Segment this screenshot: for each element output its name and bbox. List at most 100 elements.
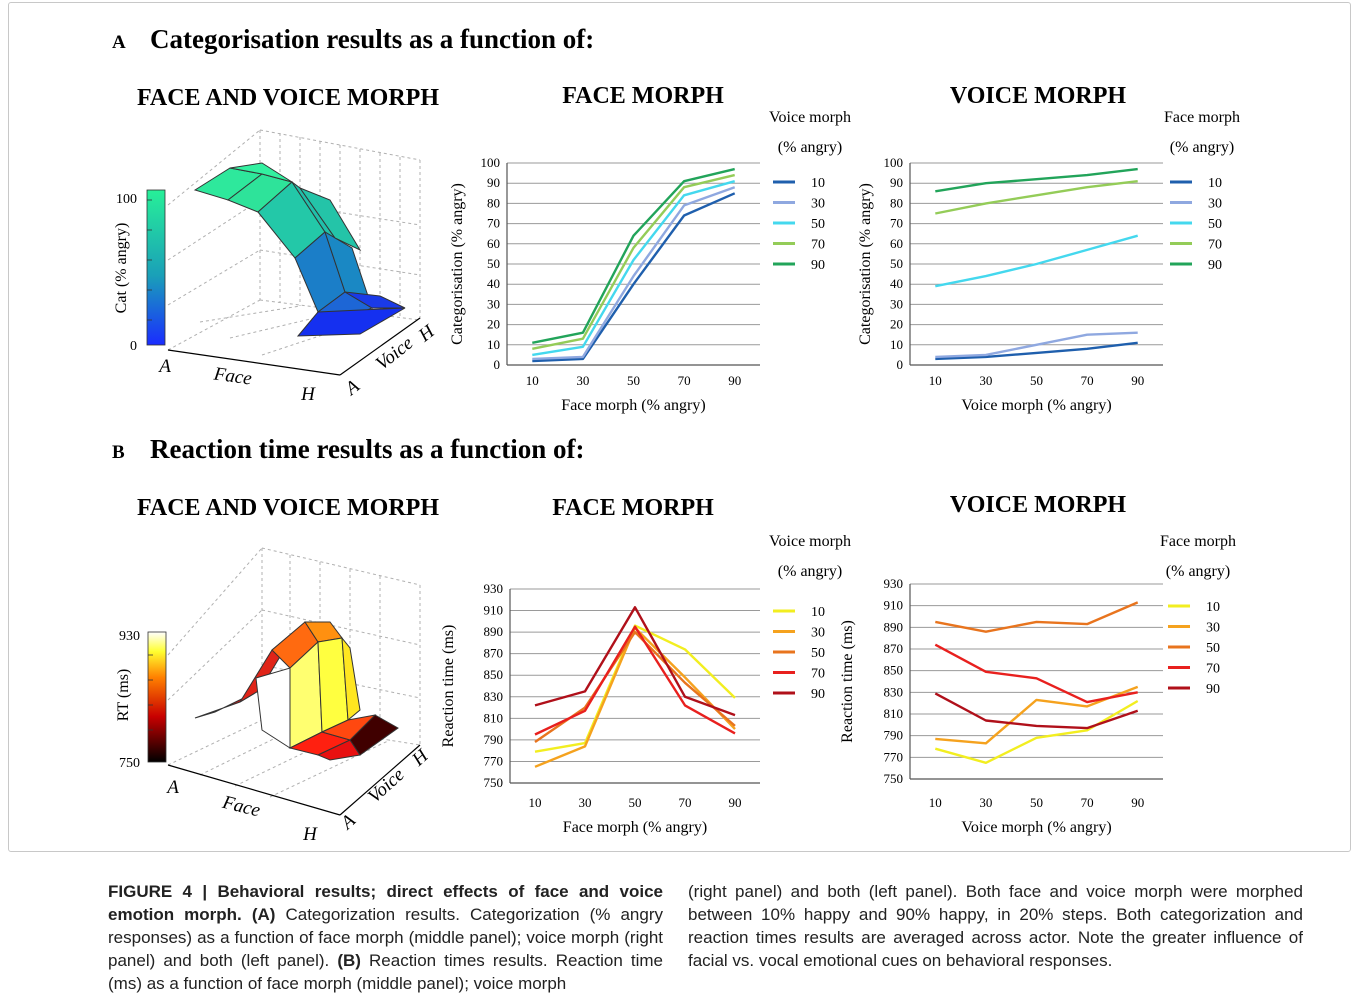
legend-label-70: 70 [811, 238, 825, 253]
panel-title-a-voice: VOICE MORPH [950, 83, 1127, 109]
y-tick-label: 790 [884, 728, 904, 743]
legend-label-70: 70 [1206, 662, 1220, 677]
line-chart-reaction-time-face: 750 770 790 810 830 850 870 890 910 930 10 30 50 70 90… [440, 533, 851, 836]
y-tick-label: 750 [884, 771, 904, 786]
legend-label-50: 50 [811, 646, 825, 661]
figure-caption-right: (right panel) and both (left panel). Bot… [688, 880, 1303, 972]
legend-label-90: 90 [811, 258, 825, 273]
legend-title-unit: (% angry) [1166, 563, 1230, 580]
x-tick-label: 10 [526, 373, 539, 388]
legend-title: Face morph [1164, 109, 1240, 126]
surface-b-voice-a: A [335, 810, 359, 835]
x-tick-label: 50 [627, 373, 640, 388]
series-line-90 [934, 692, 1139, 730]
y-axis-label: Reaction time (ms) [440, 625, 457, 748]
series-line-90 [534, 606, 736, 717]
x-tick-label: 10 [529, 795, 542, 810]
colorbar-categorisation [146, 189, 166, 346]
y-tick-label: 60 [890, 236, 903, 251]
y-tick-label: 870 [884, 641, 904, 656]
series-line-50 [935, 234, 1139, 288]
y-tick-label: 10 [890, 337, 903, 352]
y-tick-label: 910 [484, 603, 504, 618]
series-line-10 [935, 341, 1138, 361]
series-line-10 [934, 699, 1139, 764]
series-line-70 [532, 173, 735, 350]
y-tick-label: 0 [494, 357, 501, 372]
y-tick-label: 790 [484, 732, 504, 747]
y-tick-label: 20 [487, 317, 500, 332]
legend-label-90: 90 [1208, 258, 1222, 273]
x-tick-label: 10 [929, 373, 942, 388]
colorbar-a-label: Cat (% angry) [113, 223, 130, 314]
x-tick-label: 50 [629, 795, 642, 810]
y-tick-label: 90 [890, 175, 903, 190]
colorbar-b-label: RT (ms) [115, 669, 132, 722]
x-tick-label: 70 [1081, 373, 1094, 388]
panel-title-b-voice: VOICE MORPH [950, 492, 1127, 518]
line-chart-reaction-time-voice: 750 770 790 810 830 850 870 890 910 930 10 30 50 70 90… [839, 533, 1236, 836]
y-tick-label: 50 [487, 256, 500, 271]
legend-title-unit: (% angry) [778, 563, 842, 580]
y-tick-label: 70 [890, 216, 903, 231]
colorbar-b-tick-bottom: 750 [119, 756, 140, 771]
legend-label-90: 90 [1206, 682, 1220, 697]
legend-title: Face morph [1160, 533, 1236, 550]
y-tick-label: 810 [884, 706, 904, 721]
series-line-30 [935, 685, 1139, 745]
surface-a-voice-h: H [414, 320, 440, 346]
surface-a-axis-h: H [300, 384, 316, 405]
legend-label-70: 70 [1208, 238, 1222, 253]
legend-label-30: 30 [1206, 621, 1220, 636]
x-tick-label: 30 [979, 795, 992, 810]
legend-label-50: 50 [1208, 217, 1222, 232]
caption-right-text: (right panel) and both (left panel). Bot… [688, 882, 1303, 970]
section-b-title: Reaction time results as a function of: [150, 434, 584, 464]
surface-b-voice-label: Voice [364, 764, 409, 807]
surface-a-patches [193, 162, 406, 337]
surface-a-voice-a: A [340, 376, 364, 401]
colorbar-b-ticks [148, 654, 153, 731]
y-tick-label: 870 [484, 646, 504, 661]
y-tick-label: 830 [484, 689, 504, 704]
series-line-50 [532, 180, 736, 357]
y-tick-label: 750 [484, 775, 504, 790]
surface-b-face-label: Face [219, 792, 262, 822]
x-tick-label: 70 [678, 373, 691, 388]
surface-a-voice-label: Voice [372, 333, 417, 375]
y-tick-label: 60 [487, 236, 500, 251]
y-tick-label: 80 [487, 195, 500, 210]
y-tick-label: 30 [890, 296, 903, 311]
y-tick-label: 770 [884, 749, 904, 764]
caption-b-label: (B) [337, 951, 361, 970]
x-tick-label: 50 [1030, 373, 1043, 388]
surface-plot-reaction-time: 930 750 RT (ms) A Face H A Voice H [115, 547, 433, 845]
legend-label-30: 30 [1208, 197, 1222, 212]
panel-title-a-face: FACE MORPH [562, 83, 724, 109]
y-tick-label: 850 [484, 667, 504, 682]
section-a-title: Categorisation results as a function of: [150, 24, 594, 54]
series-line-10 [532, 192, 736, 363]
y-tick-label: 70 [487, 216, 500, 231]
series-line-10 [534, 624, 736, 753]
x-axis-label: Voice morph (% angry) [961, 819, 1111, 836]
surface-a-face-label: Face [212, 363, 254, 389]
y-tick-label: 50 [890, 256, 903, 271]
legend-label-70: 70 [811, 667, 825, 682]
y-tick-label: 890 [884, 619, 904, 634]
line-chart-categorisation-face: 0 10 20 30 40 50 60 70 80 90 100 10 30 50 70 90 Face mor… [449, 109, 851, 414]
panel-title-b-face: FACE MORPH [552, 495, 714, 521]
legend-title-unit: (% angry) [778, 139, 842, 156]
series-line-70 [534, 625, 736, 736]
x-tick-label: 30 [576, 373, 589, 388]
caption-heading: FIGURE 4 | Behavioral results; direct ef… [108, 882, 663, 924]
y-tick-label: 910 [884, 598, 904, 613]
y-tick-label: 100 [884, 155, 904, 170]
series-line-30 [935, 331, 1138, 359]
y-tick-label: 850 [884, 663, 904, 678]
y-tick-label: 40 [487, 276, 500, 291]
caption-b-text: Reaction times results. Reaction time (m… [108, 951, 663, 993]
y-tick-label: 90 [487, 175, 500, 190]
y-axis-label: Reaction time (ms) [839, 620, 856, 743]
